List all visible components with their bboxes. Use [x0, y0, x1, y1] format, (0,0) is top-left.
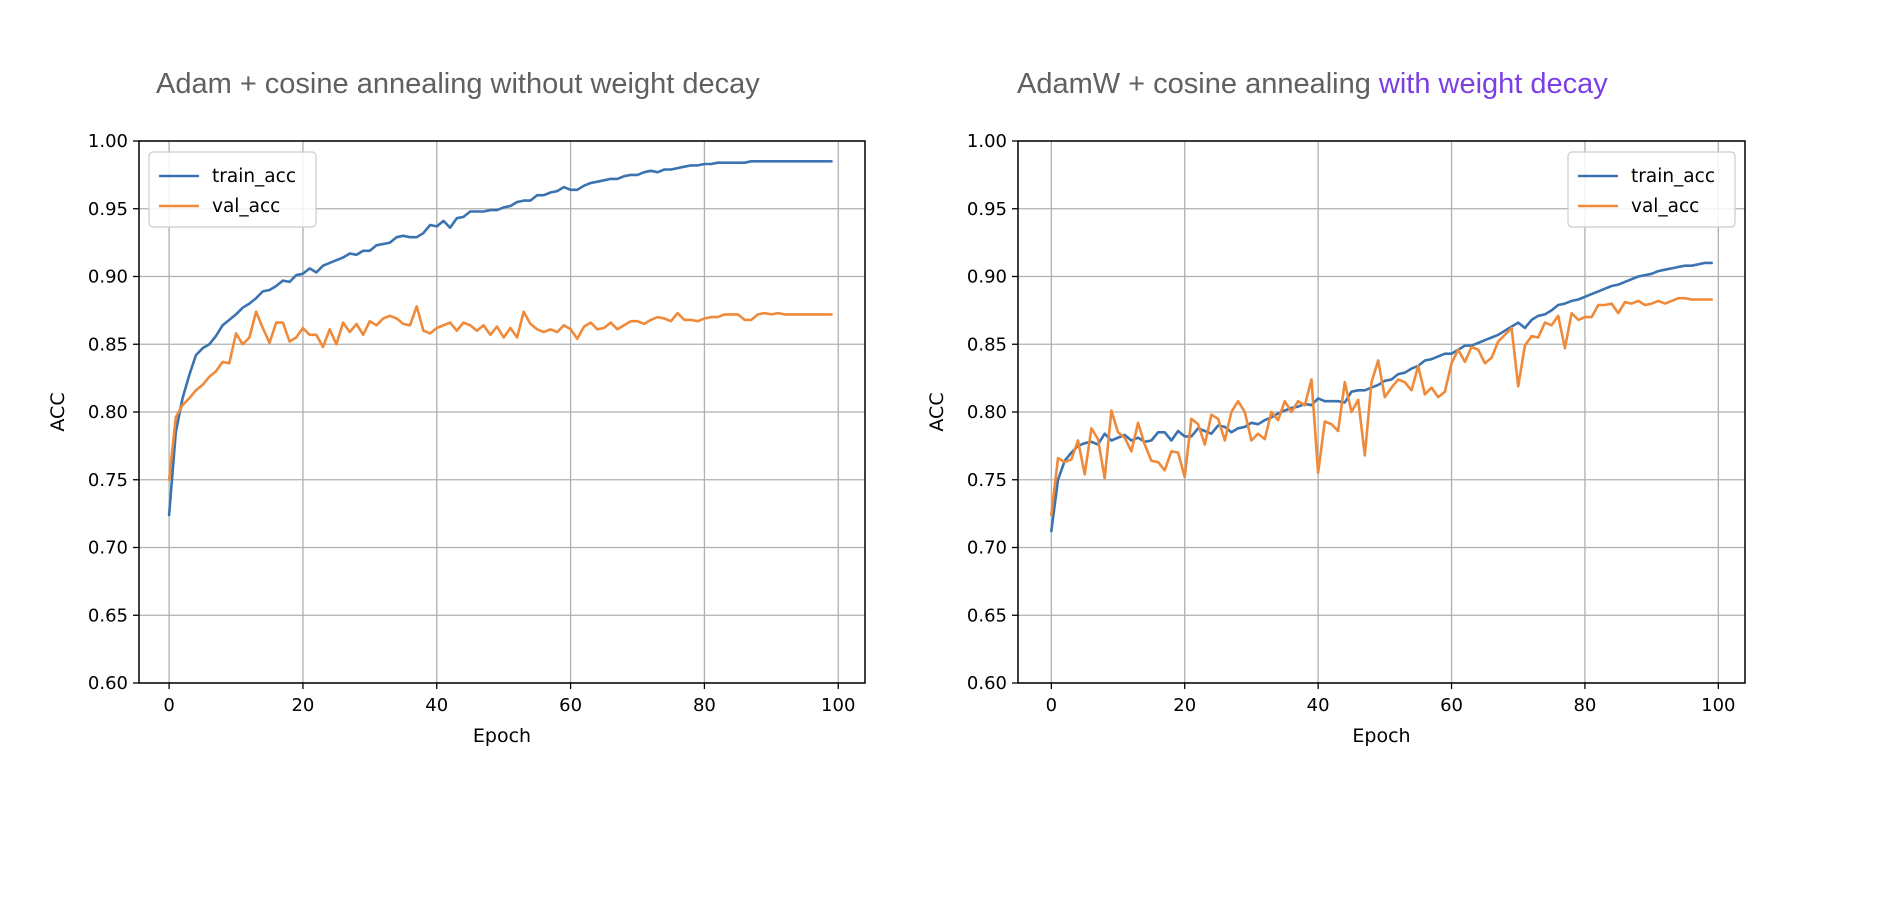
- y-tick-label: 0.65: [88, 605, 128, 626]
- x-tick-label: 100: [821, 695, 855, 716]
- x-tick-label: 20: [1173, 695, 1196, 716]
- y-tick-label: 0.75: [88, 470, 128, 491]
- y-tick-label: 0.95: [967, 199, 1007, 220]
- legend-box: [148, 151, 317, 228]
- y-tick-label: 0.80: [967, 402, 1007, 423]
- y-tick-label: 0.90: [967, 267, 1007, 288]
- y-axis-label: ACC: [926, 392, 948, 431]
- x-axis-label: Epoch: [473, 725, 531, 747]
- series-line-train_acc: [167, 160, 833, 517]
- chart-title-right-highlight: with weight decay: [1378, 68, 1608, 100]
- x-tick-label: 20: [291, 695, 314, 716]
- x-tick-label: 0: [163, 695, 174, 716]
- y-tick-label: 0.70: [967, 538, 1007, 559]
- x-tick-label: 60: [559, 695, 582, 716]
- legend-label-train_acc: train_acc: [1631, 166, 1715, 187]
- series-line-val_acc: [1050, 296, 1713, 517]
- y-tick-label: 1.00: [88, 131, 128, 152]
- x-axis-label: Epoch: [1352, 725, 1410, 747]
- y-tick-label: 0.65: [967, 605, 1007, 626]
- x-tick-label: 80: [1573, 695, 1596, 716]
- y-tick-label: 0.95: [88, 199, 128, 220]
- y-axis-label: ACC: [47, 392, 69, 431]
- legend-label-train_acc: train_acc: [212, 166, 296, 187]
- y-tick-label: 0.85: [88, 334, 128, 355]
- y-tick-label: 0.85: [967, 334, 1007, 355]
- legend-label-val_acc: val_acc: [1631, 196, 1699, 217]
- x-tick-label: 0: [1046, 695, 1057, 716]
- chart-title-left: Adam + cosine annealing without weight d…: [156, 68, 760, 101]
- y-tick-label: 0.60: [88, 673, 128, 694]
- chart-left: 0 20 40 60 80 100 0.60 0.65 0.70 0.75 0.80 0.85 0.90…: [47, 131, 866, 747]
- y-tick-label: 1.00: [967, 131, 1007, 152]
- chart-title-right: AdamW + cosine annealing with weight dec…: [1017, 68, 1608, 101]
- y-tick-label: 0.80: [88, 402, 128, 423]
- x-tick-label: 100: [1701, 695, 1735, 716]
- y-tick-label: 0.70: [88, 538, 128, 559]
- x-tick-label: 40: [425, 695, 448, 716]
- y-tick-label: 0.60: [967, 673, 1007, 694]
- y-tick-label: 0.75: [967, 470, 1007, 491]
- legend: train_acc val_acc: [1567, 151, 1736, 228]
- x-tick-label: 80: [693, 695, 716, 716]
- chart-right: 0 20 40 60 80 100 0.60 0.65 0.70 0.75 0.80 0.85 0.90…: [926, 131, 1746, 747]
- legend: train_acc val_acc: [148, 151, 317, 228]
- x-tick-label: 40: [1307, 695, 1330, 716]
- y-tick-label: 0.90: [88, 267, 128, 288]
- legend-label-val_acc: val_acc: [212, 196, 280, 217]
- legend-box: [1567, 151, 1736, 228]
- x-tick-label: 60: [1440, 695, 1463, 716]
- chart-title-left-text: Adam + cosine annealing without weight d…: [156, 68, 760, 100]
- series-line-val_acc: [167, 304, 833, 482]
- chart-title-right-text: AdamW + cosine annealing: [1017, 68, 1379, 100]
